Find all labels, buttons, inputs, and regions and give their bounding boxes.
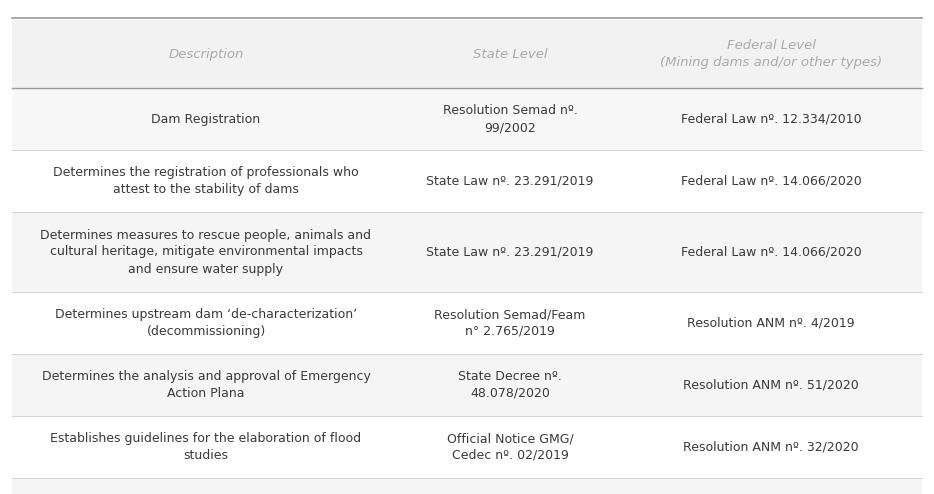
Bar (12, 150, 922, 212)
Bar (12, 354, 922, 416)
Text: Federal Law nº. 14.066/2020: Federal Law nº. 14.066/2020 (681, 246, 861, 258)
Text: Resolution Semad nº.
99/2002: Resolution Semad nº. 99/2002 (443, 104, 577, 134)
Text: State Law nº. 23.291/2019: State Law nº. 23.291/2019 (426, 174, 594, 188)
Text: Federal Law nº. 12.334/2010: Federal Law nº. 12.334/2010 (681, 113, 861, 125)
Text: Federal Law nº. 14.066/2020: Federal Law nº. 14.066/2020 (681, 174, 861, 188)
Text: Resolution ANM nº. 4/2019: Resolution ANM nº. 4/2019 (687, 317, 855, 329)
Text: Determines the analysis and approval of Emergency
Action Plana: Determines the analysis and approval of … (41, 370, 371, 400)
Bar (12, 292, 922, 354)
Text: Resolution Semad/Feam
n° 2.765/2019: Resolution Semad/Feam n° 2.765/2019 (434, 308, 586, 338)
Text: Determines upstream dam ‘de-characterization’
(decommissioning): Determines upstream dam ‘de-characteriza… (55, 308, 357, 338)
Text: State Level: State Level (473, 47, 547, 60)
Bar (12, 416, 922, 478)
Text: State Law nº. 23.291/2019: State Law nº. 23.291/2019 (426, 246, 594, 258)
Text: Description: Description (168, 47, 244, 60)
Bar (12, 88, 922, 150)
Text: Official Notice GMG/
Cedec nº. 02/2019: Official Notice GMG/ Cedec nº. 02/2019 (446, 432, 573, 462)
Text: Determines measures to rescue people, animals and
cultural heritage, mitigate en: Determines measures to rescue people, an… (40, 229, 372, 276)
Text: Determines the registration of professionals who
attest to the stability of dams: Determines the registration of professio… (53, 166, 359, 196)
Bar (12, 20, 922, 88)
Bar (12, 212, 922, 292)
Bar (12, 478, 922, 494)
Text: Dam Registration: Dam Registration (151, 113, 261, 125)
Text: Resolution ANM nº. 32/2020: Resolution ANM nº. 32/2020 (683, 441, 858, 453)
Text: Resolution ANM nº. 51/2020: Resolution ANM nº. 51/2020 (683, 378, 859, 392)
Text: State Decree nº.
48.078/2020: State Decree nº. 48.078/2020 (458, 370, 562, 400)
Text: Establishes guidelines for the elaboration of flood
studies: Establishes guidelines for the elaborati… (50, 432, 361, 462)
Text: Federal Level
(Mining dams and/or other types): Federal Level (Mining dams and/or other … (660, 39, 882, 69)
